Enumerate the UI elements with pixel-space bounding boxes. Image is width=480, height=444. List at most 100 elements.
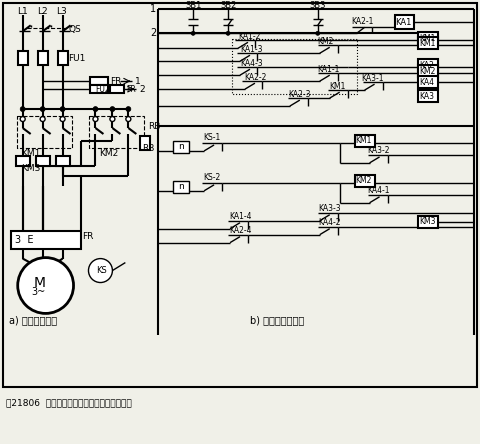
Bar <box>395 16 414 29</box>
Bar <box>355 175 374 187</box>
Text: FU2: FU2 <box>96 85 110 94</box>
Text: KA1-4: KA1-4 <box>229 212 252 221</box>
Circle shape <box>226 32 230 36</box>
Text: KM2: KM2 <box>317 37 333 46</box>
Bar <box>419 59 438 71</box>
Text: RB: RB <box>148 122 161 131</box>
Text: KS-1: KS-1 <box>203 134 220 143</box>
Text: KA1-3: KA1-3 <box>240 45 263 54</box>
Circle shape <box>126 107 131 111</box>
Circle shape <box>88 258 112 282</box>
Circle shape <box>60 107 65 111</box>
Text: KA3-1: KA3-1 <box>361 74 384 83</box>
Text: KA3-3: KA3-3 <box>318 204 340 213</box>
Circle shape <box>20 107 25 111</box>
Text: KA1: KA1 <box>396 18 412 27</box>
Text: QS: QS <box>69 25 81 34</box>
Bar <box>110 85 124 93</box>
Bar <box>355 135 374 147</box>
Text: KM1: KM1 <box>356 136 372 146</box>
Text: SB1: SB1 <box>185 1 202 10</box>
Text: b) 控制回路原理图: b) 控制回路原理图 <box>250 315 304 325</box>
Text: KM2: KM2 <box>356 176 372 185</box>
Text: KA2-4: KA2-4 <box>229 226 252 235</box>
Bar <box>140 136 150 150</box>
Circle shape <box>93 107 98 111</box>
Circle shape <box>40 117 45 122</box>
Text: L1: L1 <box>17 7 27 16</box>
Circle shape <box>60 117 65 122</box>
Text: 2: 2 <box>139 85 145 94</box>
Bar <box>90 85 108 93</box>
Circle shape <box>316 32 320 36</box>
Bar <box>58 51 68 65</box>
Text: SB2: SB2 <box>220 1 237 10</box>
Text: KA4: KA4 <box>420 78 434 87</box>
Text: 1: 1 <box>135 77 141 86</box>
Text: KA2: KA2 <box>420 61 434 70</box>
Bar <box>11 231 81 249</box>
Text: KM1: KM1 <box>420 39 436 48</box>
Text: KA4-3: KA4-3 <box>240 59 263 68</box>
Text: KS-2: KS-2 <box>203 173 220 182</box>
Text: KM1: KM1 <box>21 150 40 159</box>
Bar <box>16 156 30 166</box>
Bar <box>56 156 70 166</box>
Bar <box>419 216 438 228</box>
Text: a) 主回路原理图: a) 主回路原理图 <box>9 315 57 325</box>
Text: FR: FR <box>83 232 94 241</box>
Text: KM2: KM2 <box>99 150 118 159</box>
Text: KA3-2: KA3-2 <box>368 147 390 155</box>
Text: n: n <box>178 182 184 191</box>
Text: 1: 1 <box>150 4 156 14</box>
Text: FR: FR <box>126 85 136 94</box>
Text: 3  E: 3 E <box>15 235 33 245</box>
Text: L3: L3 <box>57 7 67 16</box>
Bar <box>17 116 72 148</box>
Text: 3~: 3~ <box>32 287 46 297</box>
Bar <box>36 156 49 166</box>
Circle shape <box>20 117 25 122</box>
Text: KA4-2: KA4-2 <box>318 218 340 227</box>
Bar <box>419 65 438 77</box>
Text: KA3: KA3 <box>420 91 434 101</box>
Text: KM1: KM1 <box>420 34 436 43</box>
Circle shape <box>191 32 195 36</box>
Text: KA2-2: KA2-2 <box>244 73 266 82</box>
Text: KA1-1: KA1-1 <box>317 65 339 74</box>
Circle shape <box>110 117 115 122</box>
Bar <box>232 40 357 94</box>
Text: KM3: KM3 <box>21 164 40 174</box>
Bar <box>419 32 438 44</box>
Bar <box>419 76 438 88</box>
Bar <box>173 141 189 153</box>
Bar <box>90 77 108 85</box>
Bar <box>18 51 28 65</box>
Circle shape <box>110 107 115 111</box>
Text: SB3: SB3 <box>310 1 326 10</box>
Text: M: M <box>34 276 46 289</box>
Bar <box>37 51 48 65</box>
Text: FU1: FU1 <box>69 54 86 63</box>
Text: 2: 2 <box>150 28 156 38</box>
Text: KA4-1: KA4-1 <box>368 186 390 195</box>
Text: FR: FR <box>110 77 122 86</box>
Text: KM3: KM3 <box>420 217 436 226</box>
Text: KA2-3: KA2-3 <box>288 90 311 99</box>
Bar <box>419 90 438 102</box>
Bar <box>3 4 477 387</box>
Text: KM1: KM1 <box>330 82 346 91</box>
Text: L2: L2 <box>36 7 47 16</box>
Bar <box>173 181 189 193</box>
Text: RB: RB <box>142 144 155 154</box>
Text: KA2-1: KA2-1 <box>352 17 374 26</box>
Bar <box>419 37 438 49</box>
Circle shape <box>40 107 45 111</box>
Circle shape <box>126 117 131 122</box>
Text: 图21806  可逆起动、反接制动控制线路原理图: 图21806 可逆起动、反接制动控制线路原理图 <box>6 399 132 408</box>
Text: KS: KS <box>96 266 107 275</box>
Circle shape <box>18 258 73 313</box>
Text: KA1-2: KA1-2 <box>238 32 260 41</box>
Circle shape <box>93 117 98 122</box>
Text: n: n <box>178 143 184 151</box>
